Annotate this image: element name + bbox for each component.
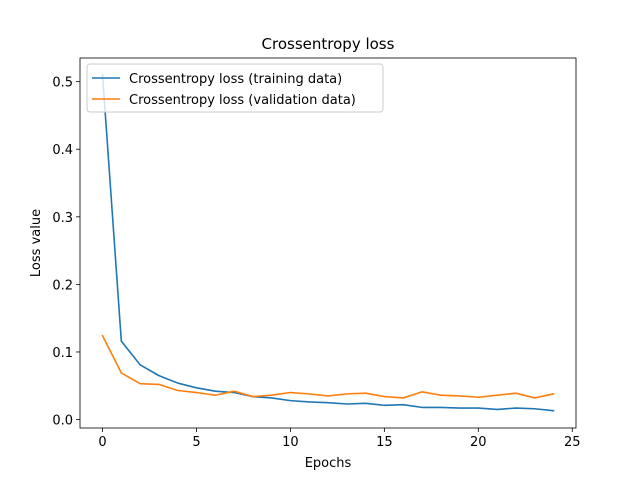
y-axis-label: Loss value: [29, 209, 44, 277]
legend-label: Crossentropy loss (validation data): [129, 93, 356, 108]
legend-label: Crossentropy loss (training data): [129, 72, 342, 87]
y-tick-label: 0.3: [52, 211, 73, 226]
x-tick-label: 20: [470, 435, 487, 450]
series-layer: [101, 74, 555, 412]
y-tick-label: 0.5: [52, 76, 73, 91]
x-tick-label: 10: [282, 435, 299, 450]
x-tick-label: 0: [98, 435, 106, 450]
y-axis: 0.0 0.1 0.2 0.3 0.4 0.5: [52, 76, 80, 429]
x-axis: 0 5 10 15 20 25: [98, 428, 581, 450]
x-tick-label: 25: [564, 435, 581, 450]
x-tick-label: 15: [376, 435, 393, 450]
y-tick-label: 0.2: [52, 278, 73, 293]
y-tick-label: 0.0: [52, 414, 73, 429]
axes-frame: [79, 57, 577, 429]
x-tick-label: 5: [192, 435, 200, 450]
y-tick-label: 0.1: [52, 346, 73, 361]
x-axis-label: Epochs: [305, 456, 352, 471]
legend: Crossentropy loss (training data) Crossen…: [86, 63, 384, 113]
legend-box: [86, 63, 384, 113]
chart-title: Crossentropy loss: [262, 35, 395, 53]
y-tick-label: 0.4: [52, 143, 73, 158]
